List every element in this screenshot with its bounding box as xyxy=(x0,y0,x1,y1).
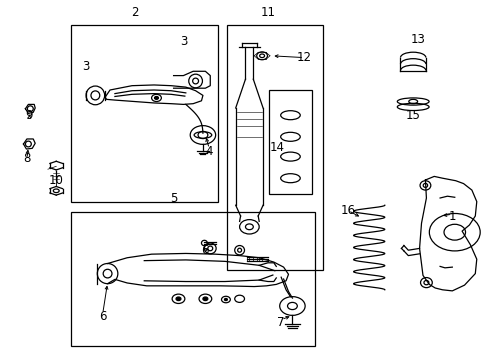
Text: 16: 16 xyxy=(340,204,355,217)
Text: 10: 10 xyxy=(49,174,63,186)
Text: 13: 13 xyxy=(410,33,425,46)
Bar xyxy=(227,25,322,270)
Bar xyxy=(268,90,311,194)
Text: 5: 5 xyxy=(169,192,177,205)
Circle shape xyxy=(224,298,227,301)
Circle shape xyxy=(154,96,158,99)
Circle shape xyxy=(176,297,181,301)
Text: 1: 1 xyxy=(447,210,455,222)
Text: 6: 6 xyxy=(99,310,106,323)
Text: 12: 12 xyxy=(296,51,311,64)
Text: 2: 2 xyxy=(130,6,138,19)
Bar xyxy=(71,25,217,202)
Text: 9: 9 xyxy=(25,109,33,122)
Bar xyxy=(71,212,315,346)
Text: 15: 15 xyxy=(405,109,420,122)
Text: 3: 3 xyxy=(81,60,89,73)
Text: 3: 3 xyxy=(179,35,187,48)
Circle shape xyxy=(203,297,207,301)
Text: 11: 11 xyxy=(260,6,275,19)
Text: 6: 6 xyxy=(200,244,208,257)
Text: 8: 8 xyxy=(23,152,31,165)
Text: 4: 4 xyxy=(205,145,213,158)
Text: 14: 14 xyxy=(269,141,284,154)
Text: 7: 7 xyxy=(277,316,285,329)
